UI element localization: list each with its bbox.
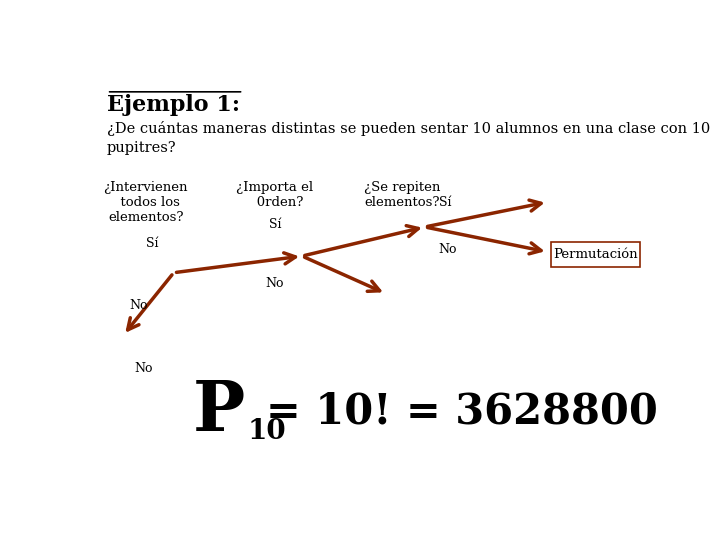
Text: No: No <box>129 300 148 313</box>
Text: Ejemplo 1:: Ejemplo 1: <box>107 94 240 116</box>
Text: Permutación: Permutación <box>553 248 638 261</box>
Text: ¿Se repiten
elementos?: ¿Se repiten elementos? <box>364 181 441 209</box>
Text: 10: 10 <box>248 418 286 445</box>
Text: = 10! = 3628800: = 10! = 3628800 <box>266 391 657 433</box>
Text: Sí: Sí <box>269 218 281 231</box>
Text: No: No <box>266 276 284 289</box>
Text: ¿Intervienen
  todos los
elementos?: ¿Intervienen todos los elementos? <box>104 181 188 224</box>
Text: No: No <box>438 244 457 256</box>
Text: P: P <box>193 379 246 445</box>
Text: ¿De cuántas maneras distintas se pueden sentar 10 alumnos en una clase con 10
pu: ¿De cuántas maneras distintas se pueden … <box>107 121 710 156</box>
FancyBboxPatch shape <box>84 60 654 485</box>
FancyBboxPatch shape <box>552 241 639 267</box>
Text: ¿Importa el
   0rden?: ¿Importa el 0rden? <box>235 181 312 209</box>
Text: Sí: Sí <box>438 195 451 208</box>
Text: Sí: Sí <box>145 237 158 250</box>
Text: No: No <box>135 362 153 375</box>
